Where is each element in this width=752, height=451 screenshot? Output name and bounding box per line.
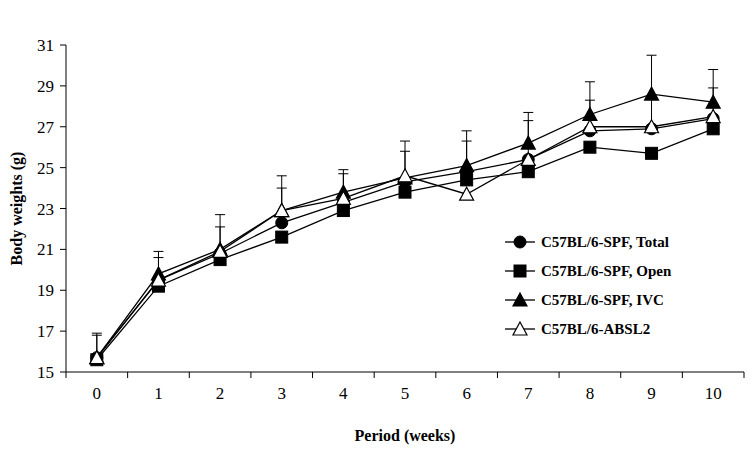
data-point <box>213 244 227 257</box>
x-tick-label: 7 <box>524 384 533 403</box>
y-tick-label: 17 <box>37 322 55 341</box>
legend-marker <box>514 265 526 277</box>
y-tick <box>60 45 66 46</box>
y-tick <box>60 167 66 168</box>
x-axis-title: Period (weeks) <box>355 427 456 445</box>
y-tick <box>60 249 66 250</box>
series-line <box>97 117 713 358</box>
x-tick <box>559 372 560 378</box>
data-point <box>461 174 473 186</box>
data-point <box>337 205 349 217</box>
error-cap <box>708 69 718 70</box>
y-tick-label: 23 <box>37 200 54 219</box>
x-tick <box>312 372 313 378</box>
data-point <box>646 147 658 159</box>
y-tick <box>60 85 66 86</box>
legend-marker <box>514 236 526 248</box>
y-tick <box>60 372 66 373</box>
x-tick-label: 5 <box>401 384 410 403</box>
x-tick <box>250 372 251 378</box>
y-tick-label: 25 <box>37 159 54 178</box>
data-point <box>584 141 596 153</box>
y-tick-label: 19 <box>37 281 54 300</box>
x-tick <box>189 372 190 378</box>
data-point <box>522 153 534 165</box>
series-line <box>97 94 713 358</box>
data-point <box>460 187 474 200</box>
data-point <box>275 204 289 217</box>
data-point <box>275 204 289 217</box>
x-tick <box>744 372 745 378</box>
data-point <box>336 191 350 204</box>
legend-label: C57BL/6-ABSL2 <box>541 321 650 337</box>
error-cap <box>462 130 472 131</box>
error-cap <box>585 81 595 82</box>
x-tick <box>127 372 128 378</box>
error-cap <box>153 251 163 252</box>
error-cap <box>215 214 225 215</box>
error-cap <box>92 333 102 334</box>
legend-marker <box>513 293 527 306</box>
x-tick <box>497 372 498 378</box>
x-tick <box>435 372 436 378</box>
x-tick-label: 9 <box>647 384 656 403</box>
data-point <box>90 351 104 364</box>
data-point <box>706 95 720 108</box>
data-point <box>398 169 412 182</box>
chart: 151719212325272931012345678910Period (we… <box>0 0 752 451</box>
error-cap <box>277 175 287 176</box>
y-axis-title: Body weights (g) <box>8 152 26 266</box>
x-axis <box>66 372 744 373</box>
data-point <box>707 123 719 135</box>
data-point <box>276 217 288 229</box>
x-tick-label: 1 <box>154 384 163 403</box>
series-line <box>97 119 713 358</box>
data-point <box>522 166 534 178</box>
data-point <box>645 120 659 133</box>
data-point <box>583 120 597 133</box>
legend-label: C57BL/6-SPF, Open <box>541 263 672 279</box>
legend-label: C57BL/6-SPF, IVC <box>541 292 664 308</box>
data-point <box>706 110 720 123</box>
x-tick <box>66 372 67 378</box>
error-cap <box>647 55 657 56</box>
error-cap <box>400 141 410 142</box>
y-tick-label: 15 <box>37 363 54 382</box>
x-tick <box>620 372 621 378</box>
data-point <box>151 273 165 286</box>
x-tick-label: 6 <box>462 384 471 403</box>
x-tick-label: 10 <box>705 384 722 403</box>
data-point <box>90 351 104 364</box>
x-tick-label: 4 <box>339 384 348 403</box>
x-tick <box>682 372 683 378</box>
x-tick <box>374 372 375 378</box>
series-line <box>97 129 713 360</box>
x-tick-label: 3 <box>277 384 286 403</box>
y-tick <box>60 208 66 209</box>
data-point <box>276 231 288 243</box>
data-point <box>645 87 659 100</box>
y-tick <box>60 126 66 127</box>
y-tick-label: 21 <box>37 240 54 259</box>
x-tick-label: 0 <box>93 384 102 403</box>
plot-area <box>90 55 720 366</box>
legend-label: C57BL/6-SPF, Total <box>541 234 669 250</box>
data-point <box>521 136 535 149</box>
y-tick-label: 31 <box>37 36 54 55</box>
legend-marker <box>513 322 527 335</box>
legend: C57BL/6-SPF, Total C57BL/6-SPF, Open C57BL… <box>505 234 672 337</box>
y-tick-label: 27 <box>37 118 55 137</box>
data-point <box>521 152 535 165</box>
data-point <box>460 159 474 172</box>
error-cap <box>338 169 348 170</box>
data-point <box>399 186 411 198</box>
error-cap <box>523 112 533 113</box>
x-tick-label: 2 <box>216 384 225 403</box>
x-tick-label: 8 <box>586 384 595 403</box>
y-tick <box>60 331 66 332</box>
y-tick-label: 29 <box>37 77 54 96</box>
y-tick <box>60 290 66 291</box>
